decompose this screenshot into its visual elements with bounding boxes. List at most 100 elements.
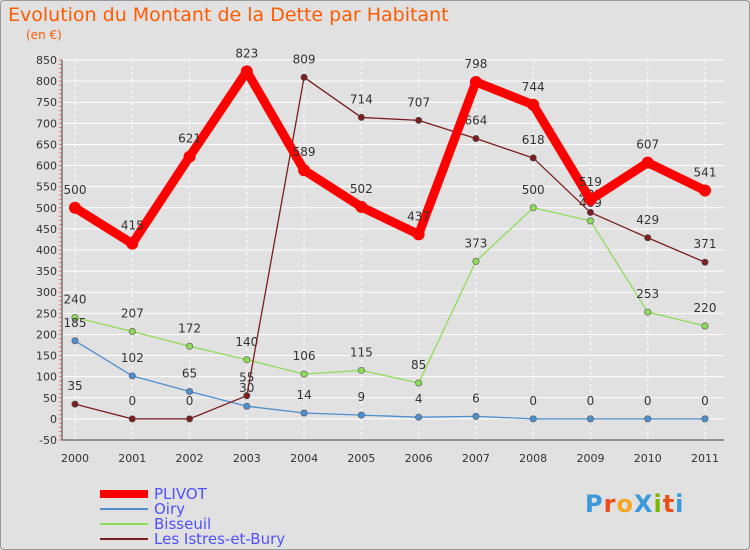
y-tick-label: 100	[36, 371, 57, 384]
data-label: 502	[350, 182, 373, 196]
data-point	[586, 208, 594, 216]
data-point	[584, 193, 597, 206]
data-point	[701, 415, 709, 423]
data-label: 0	[587, 394, 595, 408]
y-tick-label: 700	[36, 117, 57, 130]
data-point	[415, 379, 423, 387]
data-label: 102	[121, 351, 144, 365]
x-tick-label: 2008	[519, 452, 547, 465]
data-point	[415, 116, 423, 124]
chart-title: Evolution du Montant de la Dette par Hab…	[8, 4, 449, 26]
data-label: 55	[239, 371, 254, 385]
data-point	[243, 402, 251, 410]
data-point	[240, 65, 253, 78]
data-point	[415, 413, 423, 421]
legend-label-bisseuil: Bisseuil	[154, 515, 212, 533]
y-tick-label: 150	[36, 350, 57, 363]
data-label: 798	[464, 57, 487, 71]
data-point	[472, 257, 480, 265]
data-point	[300, 73, 308, 81]
y-tick-label: 300	[36, 286, 57, 299]
data-label: 621	[178, 132, 201, 146]
data-point	[69, 201, 81, 214]
logo-letter: P	[585, 490, 604, 518]
y-tick-label: 600	[36, 160, 57, 173]
y-tick-label: 650	[36, 138, 57, 151]
data-label: 106	[293, 349, 316, 363]
y-tick-label: 0	[50, 413, 57, 426]
data-point	[71, 400, 79, 408]
data-point	[644, 415, 652, 423]
data-point	[586, 217, 594, 225]
x-tick-label: 2007	[462, 452, 490, 465]
data-label: 437	[407, 209, 430, 223]
y-tick-label: 450	[36, 223, 57, 236]
y-tick-label: 200	[36, 328, 57, 341]
data-label: 371	[694, 237, 717, 251]
data-label: 664	[464, 114, 487, 128]
x-tick-label: 2005	[347, 452, 375, 465]
data-point	[644, 308, 652, 316]
data-point	[71, 337, 79, 345]
data-label: 373	[464, 236, 487, 250]
x-tick-label: 2006	[405, 452, 433, 465]
data-label: 30	[239, 381, 254, 395]
data-point	[357, 366, 365, 374]
y-tick-label: 250	[36, 307, 57, 320]
x-tick-label: 2009	[576, 452, 604, 465]
data-point	[355, 200, 368, 213]
data-label: 35	[67, 379, 82, 393]
legend-label-les-istres-et-bury: Les Istres-et-Bury	[154, 530, 286, 548]
legend-label-plivot: PLIVOT	[154, 485, 207, 503]
y-tick-label: 850	[36, 54, 57, 67]
data-point	[128, 415, 136, 423]
data-label: 519	[579, 175, 602, 189]
data-label: 0	[529, 394, 537, 408]
y-tick-label: 50	[43, 392, 57, 405]
legend-swatch-bisseuil	[100, 523, 148, 525]
data-label: 707	[407, 95, 430, 109]
logo-letter: t	[662, 490, 676, 518]
data-point	[357, 113, 365, 121]
series-line-oiry	[74, 340, 706, 420]
data-point	[243, 356, 251, 364]
x-tick-label: 2001	[118, 452, 146, 465]
data-label: 172	[178, 321, 201, 335]
data-point	[128, 372, 136, 380]
legend-swatch-les-istres-et-bury	[100, 538, 148, 540]
data-point	[298, 164, 311, 177]
data-label: 714	[350, 92, 373, 106]
data-point	[644, 234, 652, 242]
data-label: 500	[64, 183, 87, 197]
data-label: 6	[472, 391, 480, 405]
data-point	[186, 342, 194, 350]
series-line-les-istres-et-bury	[74, 76, 706, 420]
data-label: 415	[121, 219, 144, 233]
data-label: 0	[128, 394, 136, 408]
y-tick-label: 500	[36, 202, 57, 215]
data-label: 9	[358, 390, 366, 404]
data-label: 220	[694, 301, 717, 315]
data-label: 744	[522, 80, 545, 94]
data-label: 0	[701, 394, 709, 408]
data-label: 4	[415, 392, 423, 406]
data-label: 240	[64, 293, 87, 307]
logo-letter: r	[603, 490, 617, 518]
data-label: 185	[64, 316, 87, 330]
legend-swatch-plivot	[100, 490, 148, 498]
x-tick-label: 2003	[233, 452, 261, 465]
data-point	[300, 370, 308, 378]
logo-letter: X	[633, 490, 654, 518]
data-point	[472, 135, 480, 143]
x-tick-label: 2011	[691, 452, 719, 465]
data-point	[128, 327, 136, 335]
data-point	[412, 228, 425, 241]
data-point	[300, 409, 308, 417]
data-point	[472, 412, 480, 420]
data-point	[699, 184, 711, 197]
logo-letter: i	[675, 490, 685, 518]
data-label: 823	[235, 46, 258, 60]
data-label: 207	[121, 306, 144, 320]
data-label: 607	[636, 138, 659, 152]
